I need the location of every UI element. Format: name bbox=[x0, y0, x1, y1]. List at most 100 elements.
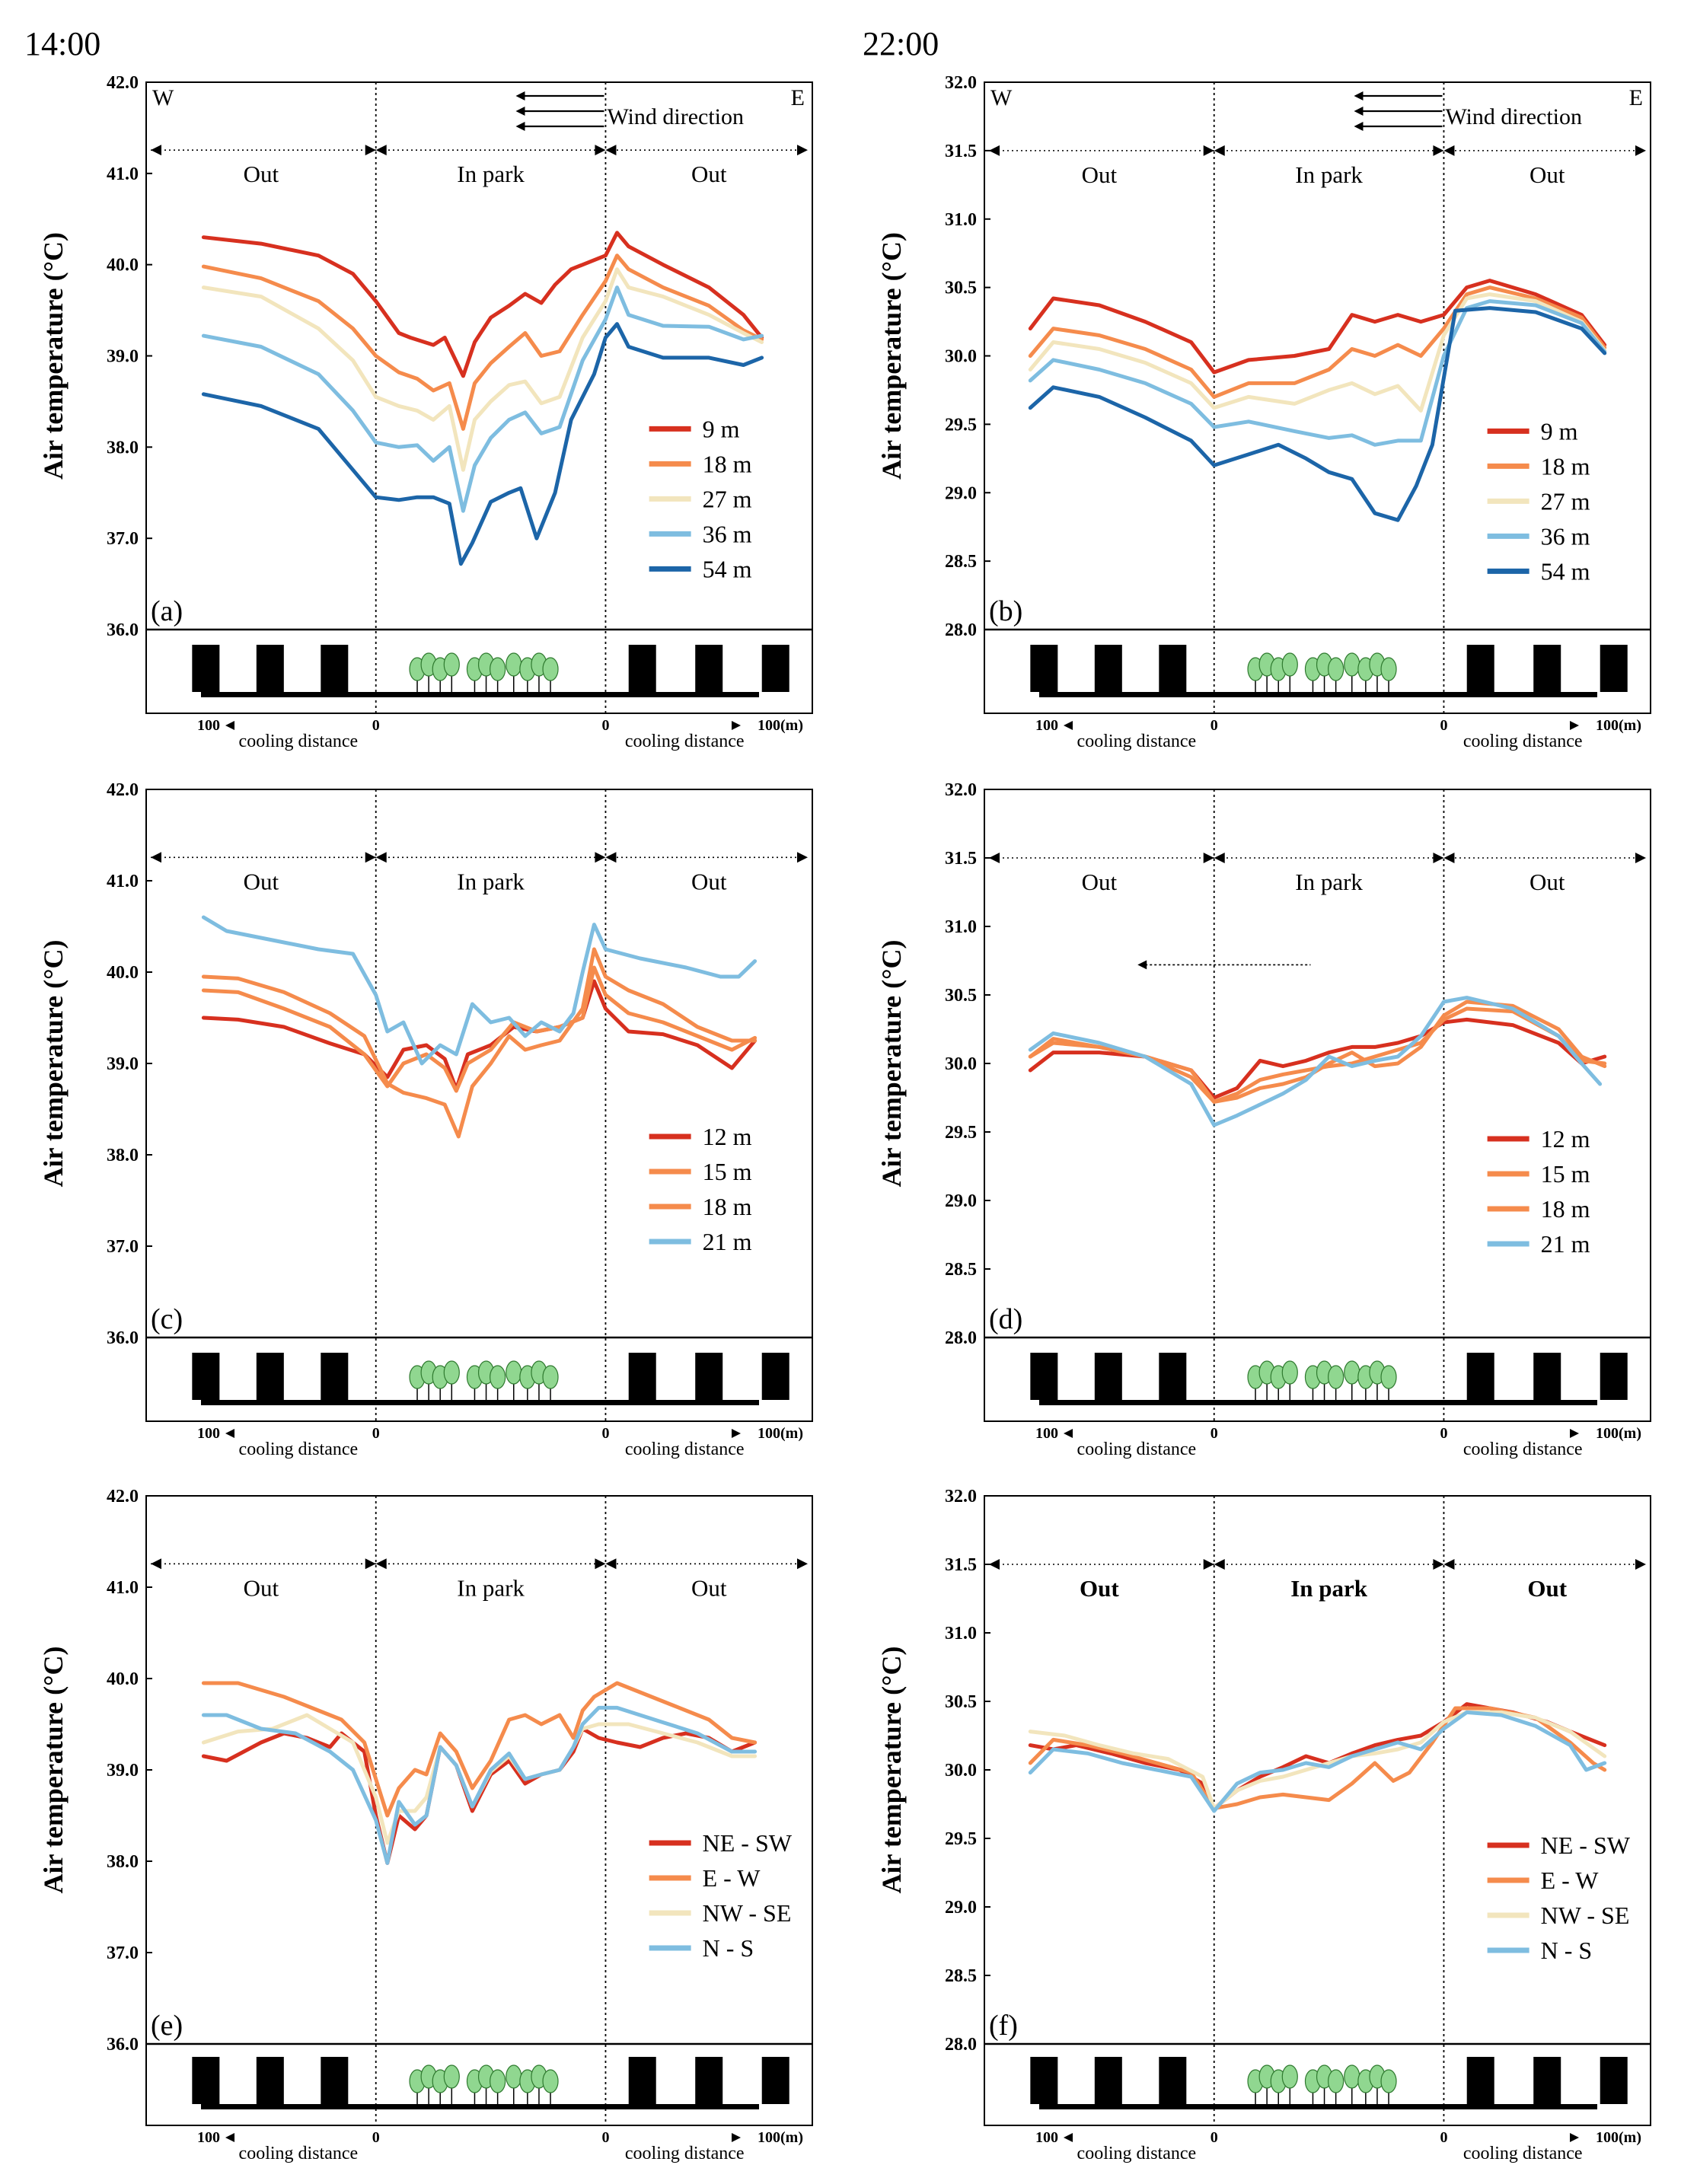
distance-tick-label: 0 bbox=[601, 2129, 609, 2146]
y-tick-label: 31.0 bbox=[945, 917, 977, 937]
y-tick-label: 30.5 bbox=[945, 279, 977, 298]
y-tick-label: 41.0 bbox=[107, 1578, 139, 1598]
wind-arrowhead bbox=[515, 107, 525, 116]
y-tick-label: 29.0 bbox=[945, 1898, 977, 1918]
building bbox=[1466, 2057, 1494, 2104]
region-arrowhead bbox=[365, 1558, 376, 1570]
panel-label: (f) bbox=[989, 2010, 1018, 2042]
building bbox=[1600, 645, 1628, 692]
region-arrowhead bbox=[365, 852, 376, 863]
distance-arrowhead bbox=[225, 2133, 234, 2142]
region-arrowhead bbox=[1214, 853, 1225, 863]
y-tick-label: 39.0 bbox=[107, 347, 139, 367]
tree bbox=[1328, 1365, 1344, 1389]
region-arrowhead bbox=[1433, 853, 1444, 863]
panel-f: 28.0 28.5 29.0 29.5 30.0 30.5 31.0 31.5 32.0 Air … bbox=[876, 1487, 1651, 2163]
series-line-21m bbox=[201, 915, 758, 1066]
region-arrowhead bbox=[989, 145, 1000, 156]
distance-tick-label: 100(m) bbox=[1596, 1425, 1641, 1442]
y-tick-label: 28.0 bbox=[945, 1328, 977, 1348]
legend-label: 18 m bbox=[1541, 1195, 1590, 1223]
legend-label: N - S bbox=[1541, 1937, 1593, 1964]
region-arrowhead bbox=[989, 853, 1000, 863]
tree bbox=[490, 657, 506, 681]
distance-tick-label: 100(m) bbox=[1596, 2129, 1641, 2146]
region-label: Out bbox=[1529, 161, 1565, 188]
panel-frame bbox=[145, 1495, 813, 2126]
distance-arrowhead bbox=[1570, 2133, 1579, 2142]
series-line-36m bbox=[1028, 299, 1607, 447]
y-tick-label: 29.5 bbox=[945, 1123, 977, 1143]
distance-arrowhead bbox=[225, 721, 234, 730]
y-tick-label: 38.0 bbox=[107, 438, 139, 458]
series-line-36m bbox=[201, 285, 764, 513]
y-axis-label: Air temperature (°C) bbox=[876, 232, 907, 480]
legend-label: N - S bbox=[703, 1934, 754, 1962]
building bbox=[628, 1353, 656, 1400]
legend-label: 18 m bbox=[703, 1193, 752, 1220]
cooling-distance-label-left: cooling distance bbox=[1077, 2144, 1197, 2163]
region-label: Out bbox=[1080, 1575, 1119, 1602]
y-tick-label: 32.0 bbox=[945, 780, 977, 800]
tree bbox=[1344, 2064, 1360, 2089]
y-tick-label: 40.0 bbox=[107, 963, 139, 983]
series-line-NE-SW bbox=[201, 1726, 758, 1865]
cooling-distance-label-left: cooling distance bbox=[1077, 732, 1197, 751]
region-arrowhead bbox=[151, 852, 161, 863]
series-line-12m bbox=[201, 979, 758, 1092]
distance-arrowhead bbox=[225, 1429, 234, 1438]
tree bbox=[443, 652, 460, 677]
building bbox=[695, 645, 723, 692]
panel-d: 28.0 28.5 29.0 29.5 30.0 30.5 31.0 31.5 32.0 Air … bbox=[876, 780, 1651, 1459]
cooling-distance-label-right: cooling distance bbox=[625, 2144, 745, 2163]
y-tick-label: 39.0 bbox=[107, 1761, 139, 1781]
region-arrowhead bbox=[151, 1558, 161, 1570]
legend-label: 12 m bbox=[703, 1123, 752, 1150]
tree bbox=[1380, 1365, 1397, 1389]
y-tick-label: 28.5 bbox=[945, 1966, 977, 1986]
ground-line bbox=[1039, 1400, 1597, 1405]
region-arrowhead bbox=[989, 1559, 1000, 1570]
series-line-N-S bbox=[1028, 1710, 1607, 1813]
region-arrowhead bbox=[365, 145, 376, 156]
distance-tick-label: 100(m) bbox=[758, 2129, 803, 2146]
east-label: E bbox=[791, 85, 805, 110]
region-arrowhead bbox=[1203, 145, 1214, 156]
tree bbox=[443, 2064, 460, 2089]
tree bbox=[443, 1360, 460, 1385]
legend-label: 9 m bbox=[1541, 417, 1578, 445]
tree bbox=[1281, 2064, 1298, 2089]
region-arrowhead bbox=[605, 145, 617, 156]
tree bbox=[506, 1360, 522, 1385]
region-arrowhead bbox=[1635, 853, 1646, 863]
series-line-12m bbox=[1028, 1017, 1607, 1100]
distance-tick-label: 0 bbox=[601, 717, 609, 734]
panel-a: 36.0 37.0 38.0 39.0 40.0 41.0 42.0 Air temperat… bbox=[38, 73, 813, 751]
y-tick-label: 32.0 bbox=[945, 73, 977, 93]
tree bbox=[1281, 1360, 1298, 1385]
distance-tick-label: 0 bbox=[1440, 717, 1447, 734]
ground-line bbox=[201, 1400, 759, 1405]
building bbox=[256, 2057, 284, 2104]
y-tick-label: 30.0 bbox=[945, 347, 977, 367]
tree bbox=[1380, 2069, 1397, 2093]
region-label: In park bbox=[457, 161, 525, 187]
region-arrowhead bbox=[595, 852, 606, 863]
y-tick-label: 29.5 bbox=[945, 1829, 977, 1849]
tree bbox=[506, 2064, 522, 2089]
panel-e: 36.0 37.0 38.0 39.0 40.0 41.0 42.0 Air temperat… bbox=[38, 1487, 813, 2163]
building bbox=[695, 2057, 723, 2104]
region-arrowhead bbox=[375, 852, 387, 863]
tree bbox=[1328, 2069, 1344, 2093]
building bbox=[192, 2057, 220, 2104]
distance-tick-label: 100 bbox=[1035, 717, 1058, 734]
distance-arrowhead bbox=[732, 1429, 741, 1438]
time-label-left: 14:00 bbox=[24, 25, 101, 62]
distance-tick-label: 100 bbox=[197, 1425, 220, 1442]
series-line-E-W bbox=[201, 1681, 758, 1818]
building bbox=[628, 645, 656, 692]
cooling-distance-label-left: cooling distance bbox=[239, 1440, 359, 1459]
cooling-distance-label-right: cooling distance bbox=[625, 732, 745, 751]
legend-label: E - W bbox=[703, 1864, 761, 1892]
building bbox=[1533, 2057, 1561, 2104]
